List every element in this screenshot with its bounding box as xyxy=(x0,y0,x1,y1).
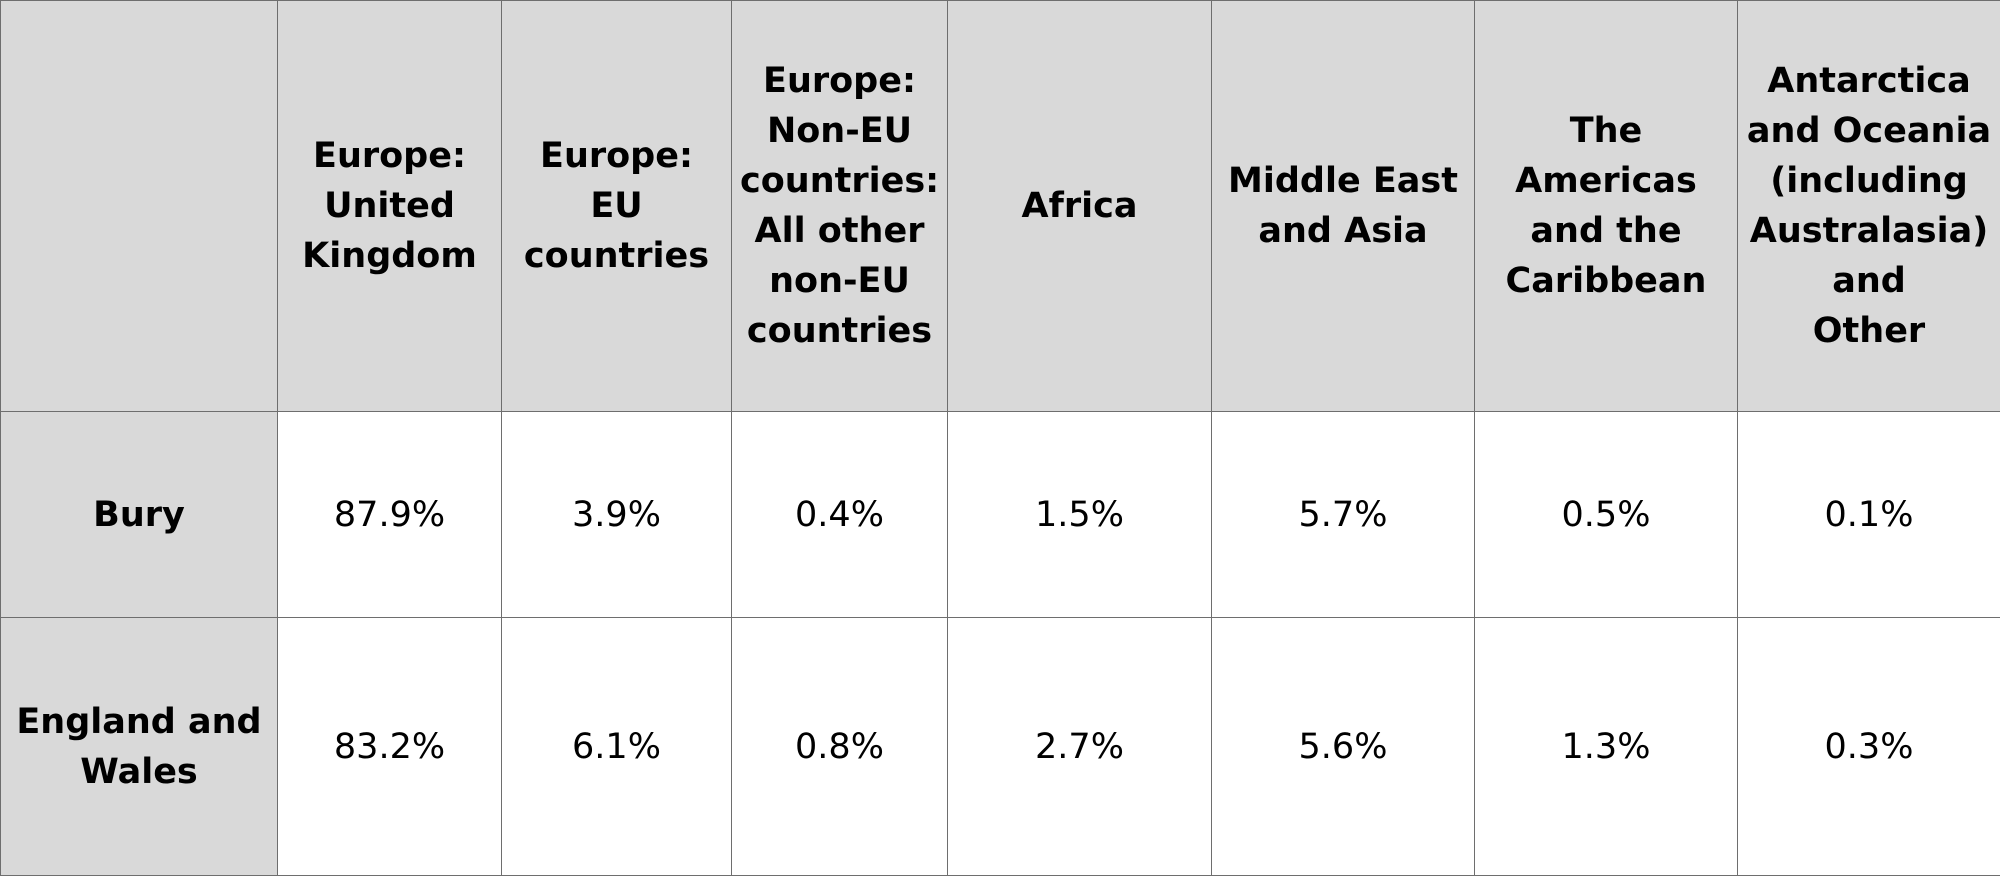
table-cell: 0.1% xyxy=(1738,412,2000,618)
row-header-bury: Bury xyxy=(1,412,278,618)
column-header-africa: Africa xyxy=(948,1,1212,412)
table-cell: 3.9% xyxy=(502,412,732,618)
table-cell: 0.3% xyxy=(1738,618,2000,876)
column-header-antarctica-oceania-other: Antarctica and Oceania (including Austra… xyxy=(1738,1,2000,412)
table-cell: 1.3% xyxy=(1475,618,1738,876)
table-cell: 6.1% xyxy=(502,618,732,876)
table-row-england-wales: England and Wales 83.2% 6.1% 0.8% 2.7% 5… xyxy=(1,618,2000,876)
table-cell: 1.5% xyxy=(948,412,1212,618)
table-cell: 5.6% xyxy=(1212,618,1475,876)
table-cell: 2.7% xyxy=(948,618,1212,876)
table-cell: 83.2% xyxy=(278,618,502,876)
column-header-europe-eu: Europe: EU countries xyxy=(502,1,732,412)
table-cell: 87.9% xyxy=(278,412,502,618)
table-cell: 0.8% xyxy=(732,618,948,876)
table-cell: 5.7% xyxy=(1212,412,1475,618)
table-cell: 0.5% xyxy=(1475,412,1738,618)
table-cell: 0.4% xyxy=(732,412,948,618)
row-header-england-wales: England and Wales xyxy=(1,618,278,876)
table-row-bury: Bury 87.9% 3.9% 0.4% 1.5% 5.7% 0.5% 0.1% xyxy=(1,412,2000,618)
corner-header-cell xyxy=(1,1,278,412)
column-header-europe-non-eu: Europe: Non-EU countries: All other non-… xyxy=(732,1,948,412)
table-header-row: Europe: United Kingdom Europe: EU countr… xyxy=(1,1,2000,412)
column-header-middle-east-asia: Middle East and Asia xyxy=(1212,1,1475,412)
column-header-europe-uk: Europe: United Kingdom xyxy=(278,1,502,412)
column-header-americas-caribbean: The Americas and the Caribbean xyxy=(1475,1,1738,412)
